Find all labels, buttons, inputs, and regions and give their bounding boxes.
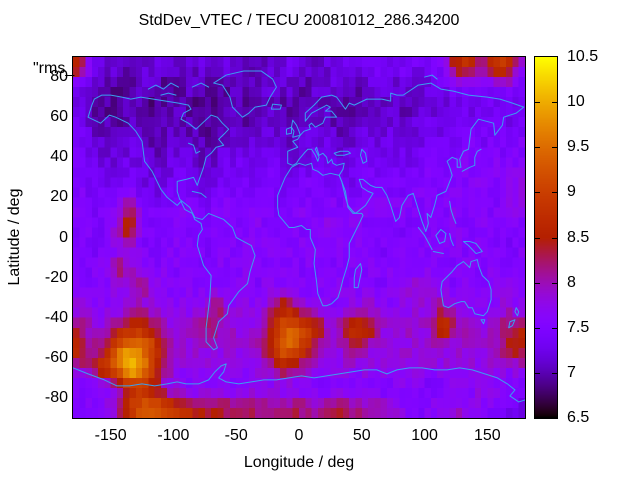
coast-eurasia: [288, 83, 524, 231]
colorbar-tick-label: 9: [567, 183, 576, 201]
colorbar-canvas: [535, 57, 557, 418]
colorbar: [534, 56, 558, 419]
coast-iceland: [271, 104, 281, 109]
x-tick-label: 50: [352, 427, 371, 444]
colorbar-tick-mark: [552, 192, 557, 194]
y-tick-label: 20: [50, 188, 68, 206]
colorbar-tick-mark: [552, 372, 557, 374]
coast-arctic-islands: [148, 75, 437, 95]
x-tick-label: -150: [94, 427, 127, 444]
map-plot-area: [72, 56, 526, 419]
colorbar-tick-mark: [552, 147, 557, 149]
colorbar-tick-mark: [535, 282, 540, 284]
coast-se-asia-islands: [418, 201, 482, 253]
coast-caspian-sea: [361, 149, 367, 163]
x-tick-label: -50: [224, 427, 248, 444]
y-tick-label: 40: [50, 148, 68, 166]
coast-madagascar: [354, 264, 362, 288]
colorbar-tick-label: 9.5: [567, 138, 590, 156]
coast-americas: [88, 95, 255, 350]
coast-cuba: [192, 191, 206, 197]
colorbar-tick-mark: [535, 192, 540, 194]
chart-title: StdDev_VTEC / TECU 20081012_286.34200: [138, 12, 460, 29]
x-tick-label: 100: [411, 427, 438, 444]
colorbar-tick-mark: [535, 372, 540, 374]
colorbar-tick-mark: [552, 102, 557, 104]
colorbar-tick-mark: [535, 147, 540, 149]
coast-britain: [286, 120, 300, 137]
coast-africa: [278, 163, 363, 305]
colorbar-tick-mark: [535, 102, 540, 104]
colorbar-tick-mark: [535, 327, 540, 329]
colorbar-tick-label: 8: [567, 273, 576, 291]
x-axis-label: Longitude / deg: [243, 454, 355, 471]
x-tick-label: 0: [294, 427, 304, 444]
coast-japan: [462, 149, 481, 171]
coast-greenland: [214, 71, 277, 117]
colorbar-tick-mark: [552, 237, 557, 239]
heatmap-canvas: [73, 57, 525, 418]
coast-australia: [441, 260, 491, 324]
y-tick-label: 80: [50, 68, 68, 86]
rms-overlay-label: "rms_: [33, 60, 75, 77]
y-tick-label: 60: [50, 108, 68, 126]
colorbar-tick-label: 6.5: [567, 409, 590, 426]
y-tick-label: -60: [44, 348, 68, 366]
coast-antarctica: [73, 364, 525, 402]
colorbar-tick-label: 7: [567, 363, 576, 381]
coast-black-sea: [334, 151, 350, 155]
coastlines-overlay: [73, 57, 525, 418]
coast-new-zealand: [509, 308, 519, 328]
x-tick-label: 150: [473, 427, 501, 444]
y-tick-label: -80: [44, 388, 68, 406]
colorbar-tick-mark: [552, 282, 557, 284]
colorbar-tick-mark: [535, 237, 540, 239]
colorbar-tick-mark: [552, 327, 557, 329]
y-tick-label: -40: [44, 308, 68, 326]
colorbar-tick-label: 10.5: [567, 48, 599, 65]
colorbar-tick-label: 10: [567, 93, 585, 111]
colorbar-tick-label: 7.5: [567, 318, 590, 336]
x-tick-label: -100: [157, 427, 190, 444]
y-tick-label: 0: [59, 228, 68, 246]
coast-great-lakes: [189, 143, 200, 153]
y-tick-label: -20: [44, 268, 68, 286]
colorbar-tick-label: 8.5: [567, 228, 590, 246]
